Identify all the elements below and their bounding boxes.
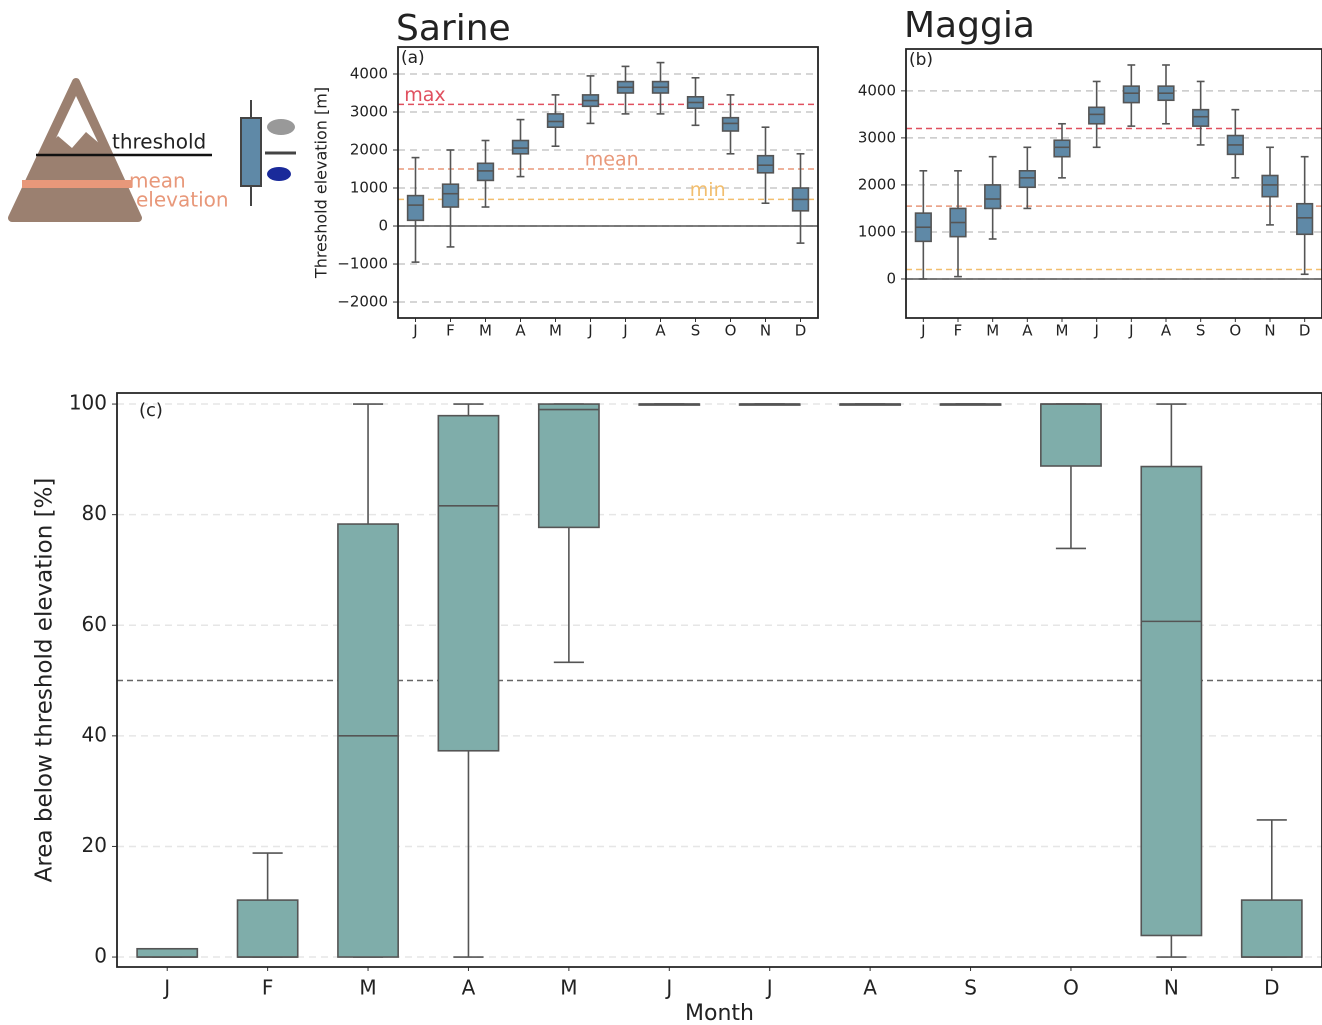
reference-label: min — [690, 179, 726, 201]
mean-band — [22, 180, 132, 188]
y-tick-label: 2000 — [350, 141, 388, 159]
y-tick-label: 0 — [378, 217, 388, 235]
box — [539, 404, 599, 527]
box — [1262, 176, 1278, 197]
x-tick-label: D — [1264, 976, 1279, 1000]
box — [985, 185, 1001, 209]
x-tick-label: M — [359, 976, 376, 1000]
x-tick-label: M — [1056, 322, 1069, 340]
y-axis-label: Area below threshold elevation [%] — [32, 478, 58, 883]
y-tick-label: −2000 — [337, 293, 388, 311]
y-tick-label: 3000 — [858, 128, 896, 146]
box — [408, 196, 424, 221]
box — [1054, 140, 1070, 156]
box — [758, 156, 774, 173]
snow-cloud — [267, 119, 295, 135]
box — [723, 118, 739, 131]
box — [1242, 900, 1302, 957]
y-tick-label: 1000 — [350, 179, 388, 197]
y-tick-label: 3000 — [350, 102, 388, 120]
box — [1041, 404, 1101, 466]
x-tick-label: A — [515, 322, 526, 340]
y-tick-label: 4000 — [858, 81, 896, 99]
x-tick-label: A — [1022, 322, 1033, 340]
x-tick-label: M — [479, 322, 492, 340]
x-tick-label: A — [462, 976, 476, 1000]
x-tick-label: N — [760, 322, 771, 340]
y-axis-label: Threshold elevation [m] — [312, 87, 331, 279]
x-tick-label: A — [655, 322, 666, 340]
panel-label: (c) — [139, 400, 163, 421]
box — [513, 141, 529, 154]
panel-label: (a) — [401, 48, 425, 68]
x-tick-label: O — [1229, 322, 1241, 340]
x-tick-label: M — [549, 322, 562, 340]
schematic: threshold mean elevation — [12, 82, 296, 220]
x-axis-label: Month — [685, 1001, 754, 1025]
x-tick-label: N — [1264, 322, 1275, 340]
box — [443, 184, 459, 207]
x-tick-label: D — [1299, 322, 1311, 340]
schematic-label: elevation — [136, 188, 229, 212]
y-tick-label: 80 — [82, 501, 107, 525]
x-tick-label: J — [587, 322, 592, 340]
x-tick-label: O — [725, 322, 737, 340]
box — [1141, 467, 1201, 936]
x-tick-label: A — [863, 976, 877, 1000]
axes-frame — [398, 47, 818, 318]
x-tick-label: J — [1093, 322, 1098, 340]
panel-label: (b) — [909, 50, 933, 70]
y-tick-label: 0 — [886, 269, 896, 287]
chart-title: Sarine — [396, 8, 511, 49]
x-tick-label: O — [1063, 976, 1079, 1000]
box — [1297, 204, 1313, 235]
y-tick-label: 60 — [82, 612, 107, 636]
x-tick-label: M — [986, 322, 999, 340]
x-tick-label: F — [446, 322, 455, 340]
y-tick-label: 0 — [94, 944, 107, 968]
x-tick-label: D — [795, 322, 807, 340]
x-tick-label: S — [1196, 322, 1206, 340]
x-tick-label: M — [560, 976, 577, 1000]
box — [137, 949, 197, 957]
x-tick-label: J — [162, 976, 170, 1000]
x-tick-label: J — [1128, 322, 1133, 340]
x-tick-label: J — [765, 976, 773, 1000]
y-tick-label: 20 — [82, 833, 107, 857]
y-tick-label: −1000 — [337, 255, 388, 273]
box — [478, 163, 494, 180]
icon-box — [241, 118, 261, 186]
box — [238, 900, 298, 957]
box — [1020, 171, 1036, 187]
figure: threshold mean elevation −2000−100001000… — [0, 0, 1322, 1025]
schematic-label: threshold — [112, 130, 206, 154]
x-tick-label: F — [262, 976, 274, 1000]
x-tick-label: S — [691, 322, 701, 340]
y-tick-label: 2000 — [858, 175, 896, 193]
x-tick-label: N — [1164, 976, 1179, 1000]
reference-label: max — [404, 84, 445, 106]
y-tick-label: 4000 — [350, 64, 388, 82]
x-tick-label: J — [412, 322, 417, 340]
box — [1124, 86, 1140, 102]
x-tick-label: J — [622, 322, 627, 340]
x-tick-label: J — [920, 322, 925, 340]
axes-frame — [906, 49, 1322, 318]
x-tick-label: J — [664, 976, 672, 1000]
y-tick-label: 40 — [82, 722, 107, 746]
y-tick-label: 1000 — [858, 222, 896, 240]
x-tick-label: S — [964, 976, 977, 1000]
reference-label: mean — [585, 149, 639, 171]
box — [1089, 107, 1105, 123]
x-tick-label: F — [954, 322, 963, 340]
box — [548, 114, 564, 127]
x-tick-label: A — [1161, 322, 1172, 340]
box — [338, 524, 398, 957]
box — [1193, 110, 1209, 126]
y-tick-label: 100 — [69, 391, 107, 415]
rain-cloud — [267, 167, 291, 181]
chart-title: Maggia — [904, 5, 1035, 46]
box — [438, 416, 498, 751]
